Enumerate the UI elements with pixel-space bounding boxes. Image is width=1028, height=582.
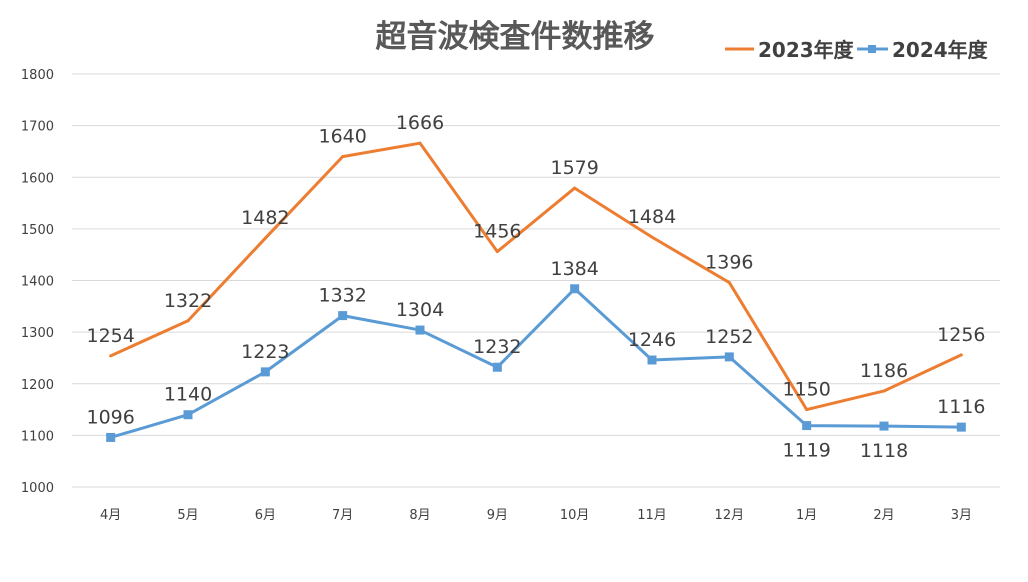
x-tick-label: 11月 <box>637 508 667 523</box>
legend-item-2023: 2023年度 <box>725 38 855 62</box>
legend-marker-2024 <box>868 45 876 53</box>
legend: 2023年度 2024年度 <box>725 38 989 62</box>
data-label: 1140 <box>164 384 212 406</box>
data-labels: 1254 1322 1482 1640 1666 1456 1579 1484 1396 1150… <box>86 112 985 462</box>
y-tick-label: 1400 <box>21 275 54 290</box>
data-point <box>650 235 654 239</box>
data-point <box>573 186 577 190</box>
series-2024 <box>106 284 966 442</box>
legend-label-2023: 2023年度 <box>758 38 855 62</box>
data-point <box>186 319 190 323</box>
data-label: 1640 <box>318 126 366 148</box>
data-point <box>338 311 348 321</box>
data-point <box>109 354 113 358</box>
data-label: 1384 <box>550 258 598 280</box>
x-tick-label: 3月 <box>951 508 972 523</box>
data-label: 1304 <box>396 299 444 321</box>
data-point <box>959 353 963 357</box>
data-label: 1666 <box>396 112 444 134</box>
data-point <box>879 421 889 431</box>
data-point <box>183 410 193 420</box>
data-label: 1119 <box>782 440 830 462</box>
data-label: 1396 <box>705 252 753 274</box>
y-tick-label: 1200 <box>21 378 54 393</box>
data-point <box>727 281 731 285</box>
series-2023 <box>109 141 963 412</box>
y-tick-label: 1300 <box>21 326 54 341</box>
data-label: 1456 <box>473 221 521 243</box>
x-axis-ticks: 4月 5月 6月 7月 8月 9月 10月 11月 12月 1月 2月 3月 <box>100 508 972 523</box>
x-tick-label: 7月 <box>332 508 353 523</box>
x-tick-label: 6月 <box>255 508 276 523</box>
data-point <box>805 408 809 412</box>
y-tick-label: 1600 <box>21 171 54 186</box>
data-label: 1332 <box>318 285 366 307</box>
data-point <box>492 362 502 372</box>
data-label: 1254 <box>86 325 134 347</box>
data-point <box>106 432 116 442</box>
data-point <box>341 155 345 159</box>
y-tick-label: 1000 <box>21 481 54 496</box>
data-label: 1246 <box>628 329 676 351</box>
data-point <box>495 250 499 254</box>
data-label: 1252 <box>705 326 753 348</box>
data-point <box>260 367 270 377</box>
data-point <box>956 422 966 432</box>
data-point <box>724 352 734 362</box>
data-point <box>418 141 422 145</box>
y-tick-label: 1800 <box>21 68 54 83</box>
legend-label-2024: 2024年度 <box>892 38 989 62</box>
data-point <box>415 325 425 335</box>
x-tick-label: 10月 <box>560 508 590 523</box>
x-tick-label: 2月 <box>873 508 894 523</box>
x-tick-label: 8月 <box>409 508 430 523</box>
data-point <box>802 421 812 431</box>
data-label: 1322 <box>164 290 212 312</box>
series-line <box>110 141 962 412</box>
data-label: 1484 <box>628 206 676 228</box>
data-label: 1116 <box>937 396 985 418</box>
x-tick-label: 5月 <box>177 508 198 523</box>
data-label: 1096 <box>86 406 134 428</box>
y-axis-ticks: 1000 1100 1200 1300 1400 1500 1600 1700 1800 <box>21 68 54 496</box>
data-label: 1118 <box>860 440 908 462</box>
y-tick-label: 1700 <box>21 120 54 135</box>
x-tick-label: 9月 <box>487 508 508 523</box>
series <box>106 141 966 442</box>
data-label: 1482 <box>241 207 289 229</box>
data-point <box>263 236 267 240</box>
y-tick-label: 1500 <box>21 223 54 238</box>
data-point <box>882 389 886 393</box>
chart-title: 超音波検査件数推移 <box>376 19 655 55</box>
x-tick-label: 4月 <box>100 508 121 523</box>
data-point <box>570 284 580 294</box>
x-tick-label: 12月 <box>715 508 745 523</box>
data-point <box>647 355 657 365</box>
data-label: 1223 <box>241 341 289 363</box>
series-line <box>110 287 962 439</box>
data-label: 1579 <box>550 157 598 179</box>
legend-item-2024: 2024年度 <box>857 38 989 62</box>
data-label: 1150 <box>782 379 830 401</box>
y-tick-label: 1100 <box>21 429 54 444</box>
data-label: 1232 <box>473 336 521 358</box>
data-label: 1186 <box>860 360 908 382</box>
data-label: 1256 <box>937 324 985 346</box>
x-tick-label: 1月 <box>796 508 817 523</box>
